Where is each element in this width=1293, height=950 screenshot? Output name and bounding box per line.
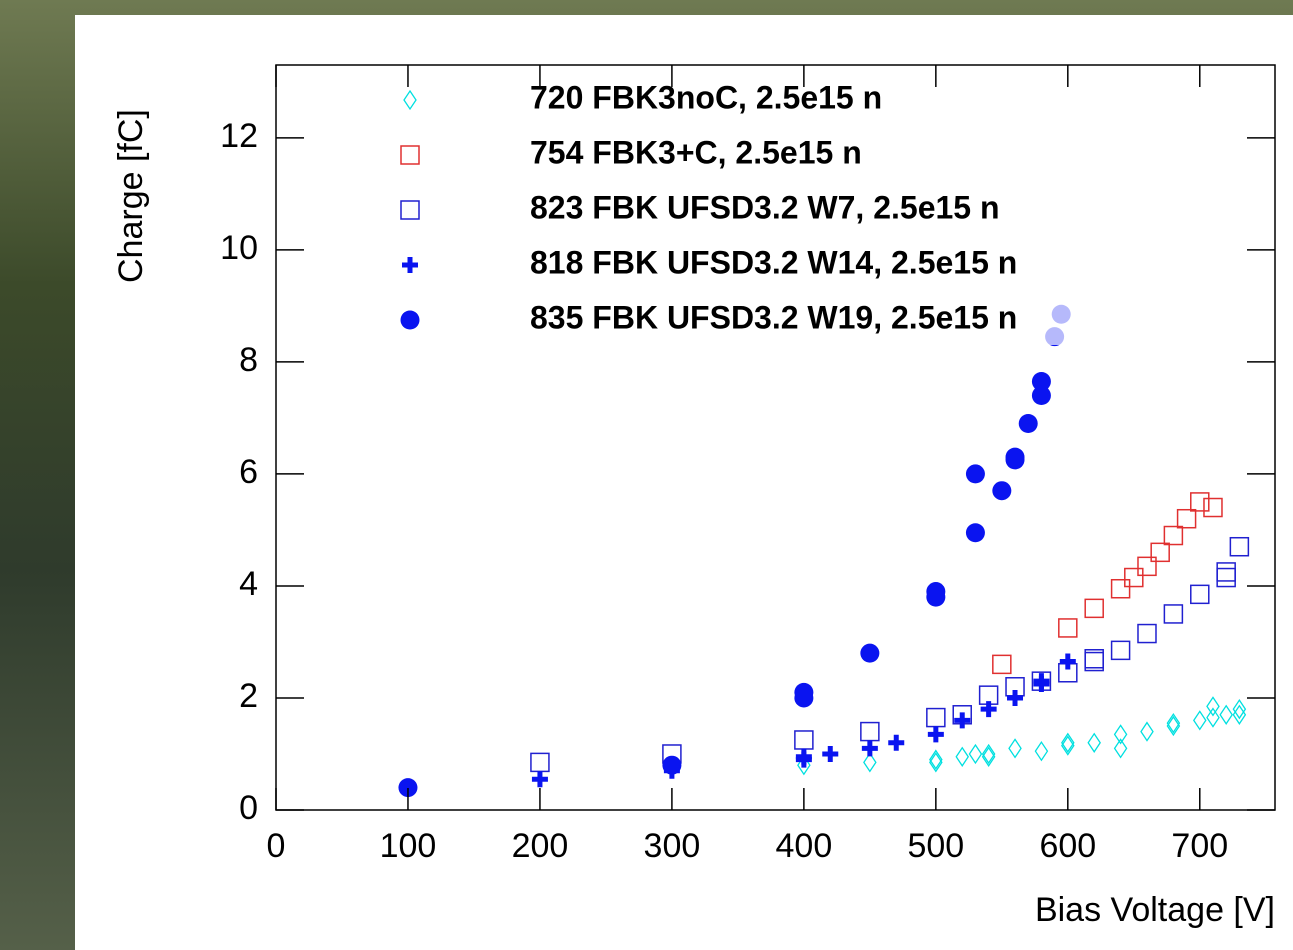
y-tick-label: 10 <box>220 229 258 267</box>
legend-label: 823 FBK UFSD3.2 W7, 2.5e15 n <box>530 189 1000 225</box>
diamond-marker <box>955 746 970 767</box>
y-tick-label: 8 <box>239 341 258 379</box>
x-axis-label: Bias Voltage [V] <box>1035 891 1275 929</box>
diamond-marker <box>1113 724 1128 745</box>
square-marker <box>400 145 420 165</box>
square-marker <box>1110 578 1131 599</box>
plus-marker <box>954 712 971 729</box>
plus-marker <box>980 701 997 718</box>
circle-marker <box>860 643 880 663</box>
x-tick-label: 300 <box>644 827 701 865</box>
plus-marker <box>1033 673 1050 690</box>
diamond-marker <box>1192 710 1207 731</box>
circle-marker <box>398 778 418 798</box>
square-marker <box>1150 542 1170 563</box>
diamond-marker <box>1219 704 1233 725</box>
square-marker <box>1190 584 1210 605</box>
square-marker <box>1229 536 1250 557</box>
plus-marker <box>1007 689 1024 706</box>
circle-marker <box>1031 371 1051 391</box>
x-tick-label: 0 <box>267 827 286 865</box>
square-marker <box>1176 508 1197 529</box>
diamond-marker <box>1166 713 1181 734</box>
x-tick-label: 100 <box>380 827 437 865</box>
diamond-marker <box>403 89 417 111</box>
plus-marker <box>402 257 418 273</box>
diamond-marker <box>1034 741 1049 762</box>
diamond-marker <box>1206 707 1220 728</box>
square-marker <box>1163 525 1184 546</box>
legend-label: 720 FBK3noC, 2.5e15 n <box>530 79 882 115</box>
square-marker <box>1058 618 1078 638</box>
square-marker <box>1137 623 1157 644</box>
diamond-marker <box>1166 715 1181 737</box>
square-marker <box>1110 640 1131 661</box>
y-tick-label: 6 <box>239 453 258 491</box>
y-tick-label: 4 <box>239 565 258 603</box>
plus-marker <box>822 745 839 762</box>
circle-marker <box>965 464 985 484</box>
circle-marker <box>794 682 814 702</box>
x-tick-label: 500 <box>907 827 964 865</box>
square-marker <box>1137 556 1157 577</box>
x-tick-label: 600 <box>1039 827 1096 865</box>
diamond-marker <box>863 752 877 773</box>
legend-label: 835 FBK UFSD3.2 W19, 2.5e15 n <box>530 299 1017 335</box>
diamond-marker <box>1206 696 1220 717</box>
square-marker <box>400 200 420 220</box>
plus-marker <box>531 771 548 788</box>
plus-marker <box>888 734 905 751</box>
diamond-marker <box>929 752 943 773</box>
diamond-marker <box>1061 732 1075 753</box>
diamond-marker <box>981 746 996 767</box>
square-marker <box>1190 492 1210 512</box>
diamond-marker <box>1113 738 1128 759</box>
diamond-marker <box>1087 732 1101 753</box>
plus-marker <box>1059 653 1076 670</box>
plus-marker <box>927 726 944 743</box>
square-marker <box>1203 497 1223 518</box>
circle-marker <box>1031 385 1051 405</box>
diamond-marker <box>1008 738 1022 759</box>
y-tick-label: 2 <box>239 677 258 715</box>
diamond-marker <box>1232 699 1247 720</box>
square-marker <box>1216 562 1236 582</box>
plot-frame <box>275 64 1276 811</box>
y-tick-label: 0 <box>239 789 258 827</box>
y-axis-label: Charge [fC] <box>112 109 150 283</box>
plus-marker <box>861 740 878 757</box>
plus-marker <box>795 748 812 765</box>
x-tick-label: 400 <box>776 827 833 865</box>
diamond-marker <box>968 743 983 765</box>
legend-label: 818 FBK UFSD3.2 W14, 2.5e15 n <box>530 244 1017 280</box>
circle-marker <box>992 481 1012 501</box>
x-tick-label: 200 <box>512 827 569 865</box>
square-marker <box>1084 598 1104 619</box>
circle-marker <box>926 582 946 602</box>
square-marker <box>1163 604 1184 624</box>
diamond-marker <box>797 755 811 776</box>
legend-box <box>290 70 1255 345</box>
diamond-marker <box>929 749 943 770</box>
x-tick-label: 700 <box>1171 827 1228 865</box>
square-marker <box>1084 649 1104 669</box>
square-marker <box>992 654 1012 675</box>
circle-marker <box>1018 413 1038 433</box>
legend-label: 754 FBK3+C, 2.5e15 n <box>530 134 862 170</box>
circle-marker <box>400 310 420 330</box>
circle-marker <box>965 523 985 543</box>
diamond-marker <box>1061 735 1075 756</box>
diamond-marker <box>981 743 996 765</box>
circle-marker <box>1005 447 1025 467</box>
circle-marker <box>662 755 682 775</box>
y-tick-label: 12 <box>220 117 258 155</box>
square-marker <box>1124 567 1144 588</box>
diamond-marker <box>1140 721 1154 742</box>
